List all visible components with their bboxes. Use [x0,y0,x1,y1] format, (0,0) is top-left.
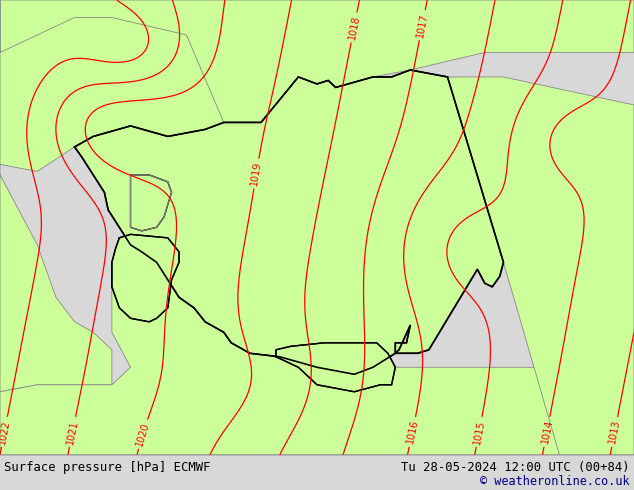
Polygon shape [276,343,396,392]
Text: 1021: 1021 [65,419,80,445]
Text: © weatheronline.co.uk: © weatheronline.co.uk [481,475,630,489]
Text: 1014: 1014 [540,419,554,445]
Text: Surface pressure [hPa] ECMWF: Surface pressure [hPa] ECMWF [4,461,210,474]
Text: 1016: 1016 [405,419,420,445]
Text: 1022: 1022 [0,419,11,445]
Text: Tu 28-05-2024 12:00 UTC (00+84): Tu 28-05-2024 12:00 UTC (00+84) [401,461,630,474]
Polygon shape [0,161,112,392]
Polygon shape [0,0,634,165]
Text: 1017: 1017 [415,12,430,38]
Polygon shape [112,234,179,322]
Polygon shape [317,70,634,455]
Text: 1020: 1020 [134,421,152,447]
Polygon shape [75,70,503,374]
Text: 1013: 1013 [607,419,622,445]
Polygon shape [0,252,634,455]
Text: 1019: 1019 [249,161,263,187]
Text: 1015: 1015 [472,419,486,445]
Polygon shape [131,175,172,231]
Polygon shape [0,0,224,172]
Text: 1018: 1018 [347,14,361,40]
